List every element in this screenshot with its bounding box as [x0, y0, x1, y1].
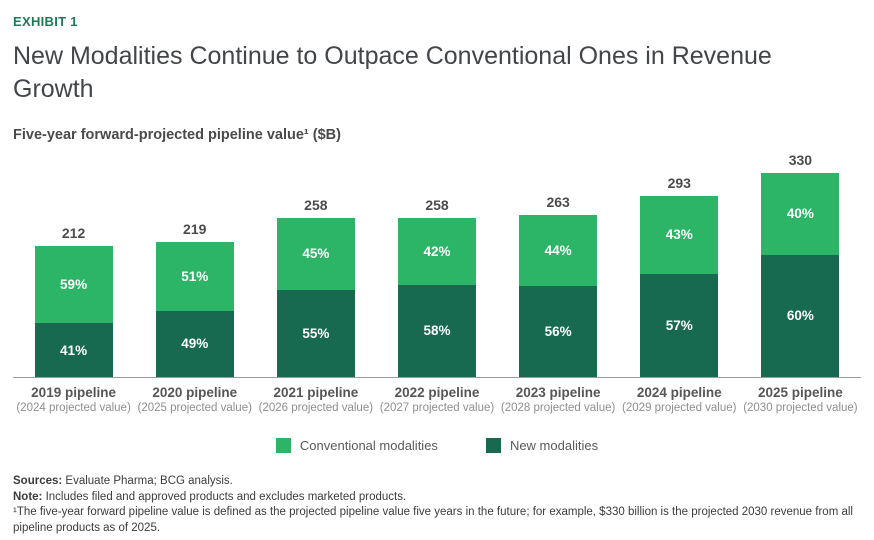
bar-group: 258 42%58% [376, 197, 497, 377]
bar-group: 263 44%56% [498, 194, 619, 377]
note-label: Note: [13, 491, 42, 503]
segment-conventional: 42% [398, 218, 476, 285]
category-label: 2021 pipeline [255, 385, 376, 400]
bar-total-label: 330 [789, 152, 812, 168]
sources-label: Sources: [13, 475, 62, 487]
category-label: 2025 pipeline [740, 385, 861, 400]
stacked-bar: 42%58% [398, 218, 476, 377]
category-label-group: 2019 pipeline (2024 projected value) [13, 385, 134, 414]
category-label: 2022 pipeline [376, 385, 497, 400]
category-sublabel: (2024 projected value) [13, 402, 134, 414]
note-text: Includes filed and approved products and… [42, 491, 406, 503]
bar-total-label: 263 [546, 194, 569, 210]
category-label-group: 2023 pipeline (2028 projected value) [498, 385, 619, 414]
segment-new-modalities: 49% [156, 311, 234, 377]
segment-new-modalities: 57% [640, 274, 718, 377]
category-sublabel: (2026 projected value) [255, 402, 376, 414]
segment-conventional: 51% [156, 242, 234, 311]
segment-conventional: 44% [519, 215, 597, 286]
bar-total-label: 293 [668, 175, 691, 191]
x-axis-line [13, 377, 861, 378]
category-label: 2023 pipeline [498, 385, 619, 400]
stacked-bar: 51%49% [156, 242, 234, 377]
category-label: 2019 pipeline [13, 385, 134, 400]
category-sublabel: (2029 projected value) [619, 402, 740, 414]
segment-new-modalities: 55% [277, 290, 355, 377]
stacked-bar: 59%41% [35, 246, 113, 377]
footnotes: Sources: Evaluate Pharma; BCG analysis. … [13, 474, 861, 536]
category-label-group: 2021 pipeline (2026 projected value) [255, 385, 376, 414]
exhibit-label: EXHIBIT 1 [13, 14, 861, 29]
footnote-1: ¹The five-year forward pipeline value is… [13, 505, 861, 536]
category-sublabel: (2030 projected value) [740, 402, 861, 414]
category-label: 2024 pipeline [619, 385, 740, 400]
chart-subtitle: Five-year forward-projected pipeline val… [13, 127, 861, 143]
legend-label: Conventional modalities [300, 438, 438, 453]
segment-new-modalities: 56% [519, 286, 597, 377]
category-label-group: 2022 pipeline (2027 projected value) [376, 385, 497, 414]
stacked-bar: 43%57% [640, 196, 718, 377]
segment-new-modalities: 41% [35, 323, 113, 377]
sources-text: Evaluate Pharma; BCG analysis. [62, 475, 233, 487]
category-label: 2020 pipeline [134, 385, 255, 400]
note-line: Note: Includes filed and approved produc… [13, 490, 861, 506]
category-sublabel: (2025 projected value) [134, 402, 255, 414]
chart-legend: Conventional modalities New modalities [13, 438, 861, 453]
segment-new-modalities: 58% [398, 285, 476, 377]
segment-new-modalities: 60% [761, 255, 839, 377]
exhibit-page: EXHIBIT 1 New Modalities Continue to Out… [0, 0, 874, 536]
page-title: New Modalities Continue to Outpace Conve… [13, 40, 773, 106]
bar-group: 258 45%55% [255, 197, 376, 377]
bar-group: 219 51%49% [134, 221, 255, 377]
category-sublabel: (2027 projected value) [376, 402, 497, 414]
bar-total-label: 258 [425, 197, 448, 213]
segment-conventional: 45% [277, 218, 355, 290]
bar-total-label: 258 [304, 197, 327, 213]
stacked-bar: 40%60% [761, 173, 839, 377]
legend-item: Conventional modalities [276, 438, 438, 453]
legend-item: New modalities [486, 438, 598, 453]
legend-swatch [486, 438, 501, 453]
legend-label: New modalities [510, 438, 598, 453]
category-sublabel: (2028 projected value) [498, 402, 619, 414]
sources-line: Sources: Evaluate Pharma; BCG analysis. [13, 474, 861, 490]
bar-group: 293 43%57% [619, 175, 740, 377]
segment-conventional: 40% [761, 173, 839, 255]
bar-group: 212 59%41% [13, 225, 134, 377]
bar-group: 330 40%60% [740, 152, 861, 377]
category-label-group: 2025 pipeline (2030 projected value) [740, 385, 861, 414]
stacked-bar: 44%56% [519, 215, 597, 377]
labels-row: 2019 pipeline (2024 projected value)2020 … [13, 385, 861, 414]
legend-swatch [276, 438, 291, 453]
segment-conventional: 59% [35, 246, 113, 323]
stacked-bar-chart: 212 59%41% 219 51%49% 258 45%55% 258 42%58% 263 4… [13, 149, 861, 414]
category-label-group: 2020 pipeline (2025 projected value) [134, 385, 255, 414]
bars-row: 212 59%41% 219 51%49% 258 45%55% 258 42%58% 263 4… [13, 149, 861, 377]
bar-total-label: 219 [183, 221, 206, 237]
segment-conventional: 43% [640, 196, 718, 274]
stacked-bar: 45%55% [277, 218, 355, 377]
bar-total-label: 212 [62, 225, 85, 241]
category-label-group: 2024 pipeline (2029 projected value) [619, 385, 740, 414]
